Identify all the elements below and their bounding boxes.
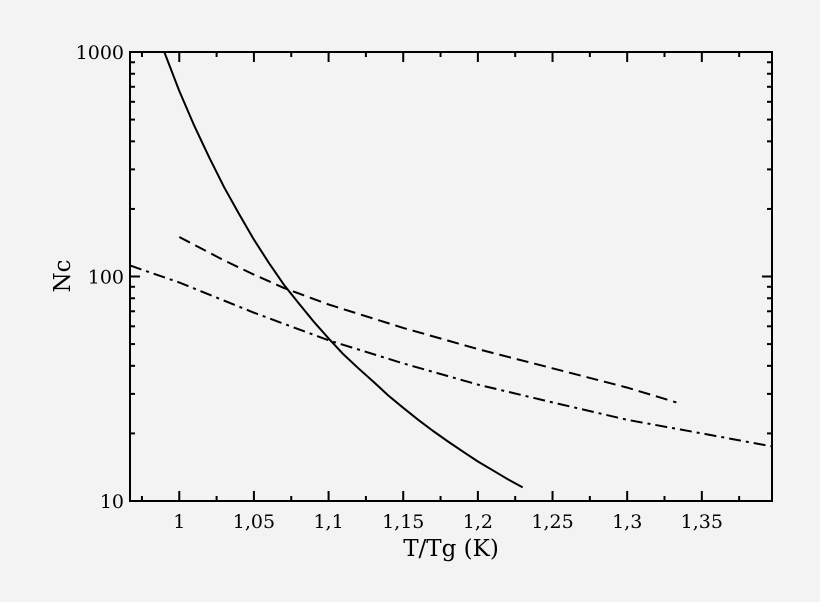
x-tick-label: 1,05 [233, 511, 275, 533]
y-tick-label: 1000 [76, 42, 124, 64]
x-tick-label: 1 [173, 511, 185, 533]
x-tick-label: 1,35 [681, 511, 723, 533]
series-line-1-solid [163, 52, 524, 489]
x-tick-label: 1,25 [531, 511, 573, 533]
y-axis-title: Nc [50, 259, 76, 292]
x-tick-label: 1,3 [612, 511, 642, 533]
axis-ticks: 1 1,05 1,1 1,15 1,2 1,25 1,3 1,35 10 100 1000 [76, 42, 772, 533]
series-line-3-dashdot [130, 264, 772, 448]
x-tick-label: 1,2 [463, 511, 493, 533]
x-axis-title: T/Tg (K) [403, 536, 499, 562]
plot-frame [129, 51, 773, 502]
x-tick-label: 1,1 [313, 511, 343, 533]
y-tick-label: 100 [88, 267, 124, 289]
y-tick-label: 10 [100, 491, 124, 513]
series-line-2-dashed [178, 236, 677, 404]
x-tick-label: 1,15 [382, 511, 424, 533]
plot-area [130, 52, 772, 489]
